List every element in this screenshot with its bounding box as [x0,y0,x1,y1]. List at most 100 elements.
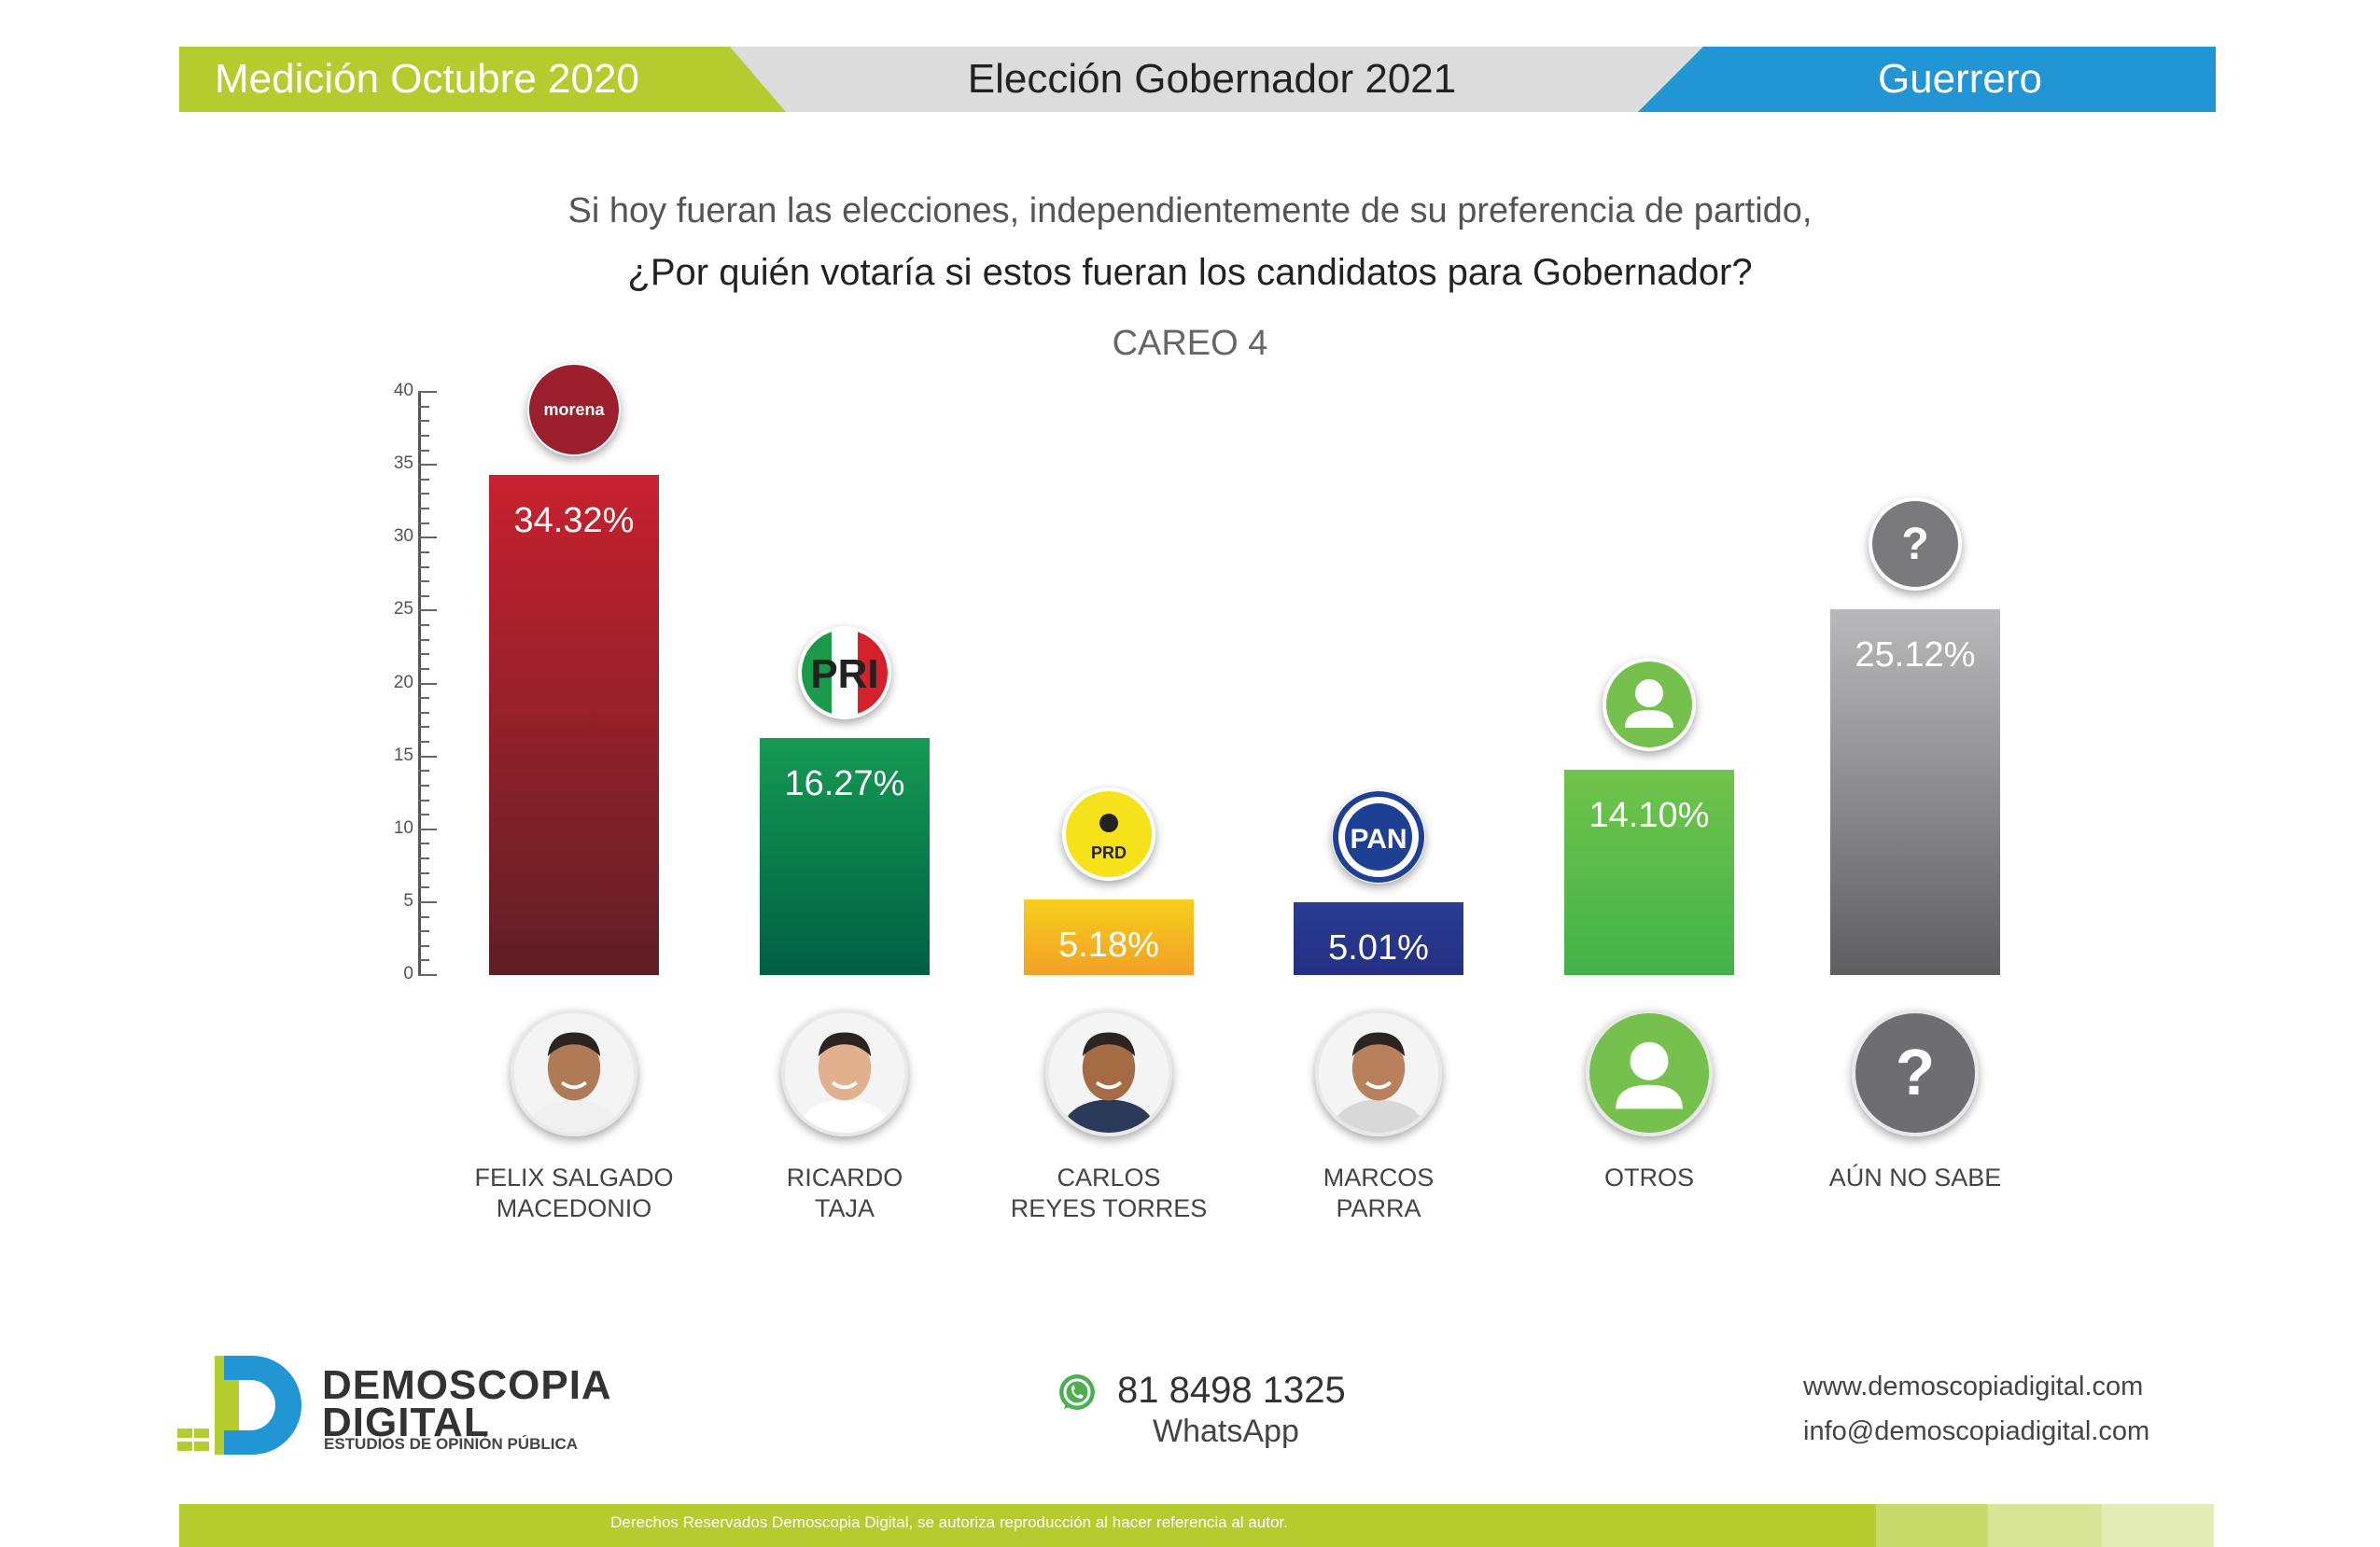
brand-name-line-2: DIGITAL [322,1400,490,1445]
pri-logo: PRI [802,629,888,716]
y-minor-tick [418,857,429,859]
question-line-1: Si hoy fueran las elecciones, independie… [567,191,1813,230]
svg-text:?: ? [1896,1036,1935,1108]
y-tick-label: 40 [393,381,413,400]
email-link[interactable]: info@demoscopiadigital.com [1803,1416,2150,1446]
y-minor-tick [418,770,429,773]
y-minor-tick [418,449,429,452]
y-minor-tick [418,594,429,597]
candidate-name-line: MARCOS [1323,1164,1435,1192]
pan-logo: PAN [1333,790,1424,883]
y-major-tick [418,755,437,758]
y-minor-tick [418,930,429,933]
y-minor-tick [418,522,429,524]
y-minor-tick [418,799,429,801]
y-major-tick [418,391,437,393]
y-major-tick [418,609,437,612]
header-right-band [1638,47,2216,112]
y-major-tick [418,537,437,539]
data-label: 14.10% [1589,795,1710,835]
y-tick-label: 15 [393,745,413,765]
y-minor-tick [418,784,429,787]
person-icon [1606,661,1692,747]
y-minor-tick [418,741,429,743]
candidate-photo [1586,1010,1713,1136]
phone-number[interactable]: 81 8498 1325 [1117,1370,1346,1411]
candidate-portrait-icon [514,1013,634,1133]
candidate-photo [1315,1010,1442,1136]
y-major-tick [418,682,437,685]
person-icon [1589,1013,1709,1133]
y-minor-tick [418,434,429,437]
y-tick-label: 25 [393,599,413,620]
brand-name-line-1: DEMOSCOPIA [322,1362,612,1408]
morena-logo: morena [529,364,619,454]
y-minor-tick [418,580,429,583]
header-left-band [179,47,786,112]
data-label: 5.18% [1058,926,1159,966]
footer-copyright: Derechos Reservados Demoscopia Digital, … [610,1513,1288,1531]
bar-question [1830,608,2000,975]
candidate-name-line: TAJA [814,1194,875,1222]
y-minor-tick [418,959,429,962]
candidate-photo: ? [1852,1010,1979,1136]
svg-text:?: ? [1901,520,1928,569]
y-minor-tick [418,711,429,714]
y-minor-tick [418,814,429,816]
footer-segment [1876,1504,1988,1547]
bar-pan [1294,901,1463,975]
website-link[interactable]: www.demoscopiadigital.com [1803,1372,2144,1401]
y-minor-tick [418,565,429,568]
candidate-portrait-icon [1049,1013,1169,1133]
y-minor-tick [418,944,429,947]
svg-text:morena: morena [543,400,605,419]
candidate-portrait-icon [1319,1013,1438,1133]
candidate-name-line: FELIX SALGADO [474,1164,674,1192]
footer-segment [1988,1504,2102,1547]
y-tick-label: 5 [403,890,413,911]
y-tick-label: 35 [393,453,413,474]
y-minor-tick [418,697,429,700]
data-label: 16.27% [784,763,905,803]
data-label: 25.12% [1855,634,1976,675]
header-period: Medición Octubre 2020 [215,56,639,102]
y-minor-tick [418,915,429,918]
party-badge: PAN [1332,789,1425,884]
candidate-name-line: RICARDO [786,1164,903,1192]
party-badge: ? [1869,496,1962,591]
y-minor-tick [418,653,429,656]
y-minor-tick [418,478,429,481]
y-tick-label: 0 [403,964,413,983]
party-badge: PRI [798,625,891,719]
candidate-portrait-icon [785,1013,904,1133]
chart-subtitle: CAREO 4 [1112,324,1268,363]
y-minor-tick [418,624,429,626]
y-minor-tick [418,667,429,670]
candidate-name-line: CARLOS [1057,1164,1161,1192]
phone-label: WhatsApp [1153,1414,1299,1449]
y-minor-tick [418,551,429,553]
y-tick-label: 30 [393,526,413,547]
y-minor-tick [418,871,429,874]
header-state: Guerrero [1877,56,2043,102]
y-minor-tick [418,843,429,845]
y-major-tick [418,974,437,976]
y-minor-tick [418,886,429,889]
footer-segment [2102,1504,2214,1547]
party-badge [1603,657,1696,751]
data-label: 5.01% [1328,927,1429,968]
header-title: Elección Gobernador 2021 [967,56,1457,102]
y-minor-tick [418,508,429,509]
bar-prd [1024,899,1194,975]
demoscopia-logo-icon [177,1356,301,1455]
bar-person [1564,769,1734,975]
candidate-photo [781,1010,908,1136]
candidate-name-line: REYES TORRES [1010,1194,1208,1222]
party-badge: PRD [1062,787,1155,882]
candidate-name-line: MACEDONIO [496,1194,652,1222]
question-line-2: ¿Por quién votaría si estos fueran los c… [627,252,1753,293]
bar-pri [760,737,930,975]
svg-text:PRI: PRI [810,651,878,697]
candidate-photo [511,1010,637,1136]
y-minor-tick [418,638,429,641]
